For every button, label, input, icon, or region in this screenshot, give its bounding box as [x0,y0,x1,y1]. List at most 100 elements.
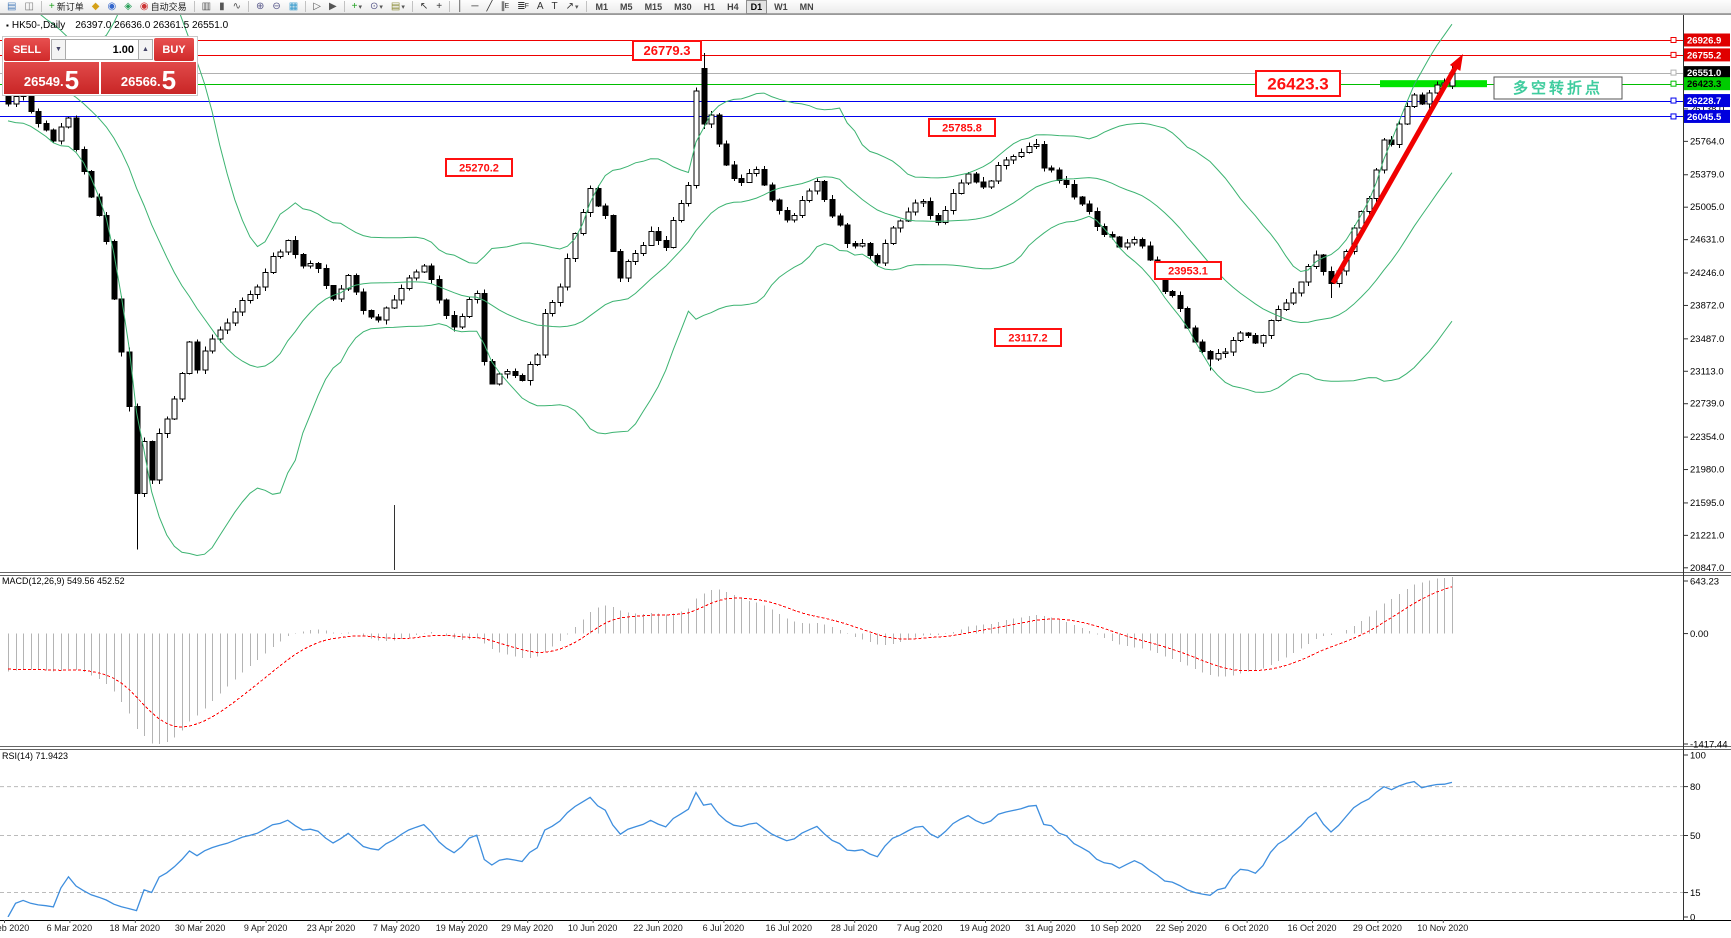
price-tick-label: 26138.0 [1690,104,1724,115]
buy-button[interactable]: BUY [154,38,194,61]
text-tool[interactable]: A [534,0,547,14]
price-callout-box[interactable] [632,40,702,61]
candle-body [209,338,216,352]
candle-body [549,301,556,315]
timeframe-w1-button[interactable]: W1 [774,1,788,12]
timeframe-m15-button[interactable]: M15 [644,1,663,12]
signals-icon[interactable]: ◈ [121,0,135,14]
candle-body [35,111,42,124]
styler-icon[interactable]: ◆ [89,0,103,14]
candle-body [723,143,730,166]
timeframe-m1-button[interactable]: M1 [595,1,609,12]
line-anchor-marker[interactable] [1670,113,1677,120]
templates-button[interactable]: ▤ ▾ [388,0,408,14]
price-callout-box[interactable] [994,328,1062,347]
candle-body [1056,169,1063,182]
candle-body [1434,84,1441,94]
price-callout-box[interactable] [1154,261,1222,280]
indicators-button[interactable]: + ▾ [349,0,365,14]
zoom-in-icon[interactable]: ⊕ [253,0,267,14]
line-anchor-marker[interactable] [1670,80,1677,87]
bollinger-band-line [7,49,1453,368]
horizontal-line-tool[interactable]: ─ [468,0,481,14]
line-anchor-marker[interactable] [1670,37,1677,43]
price-callout-box[interactable] [1255,70,1341,97]
line-anchor-marker[interactable] [1670,69,1677,76]
bar-chart-icon[interactable]: ▥ [199,0,214,14]
candle-body [625,261,632,279]
macd-pane [7,577,1453,744]
vertical-line-tool[interactable]: │ [454,0,466,14]
date-axis-label: 10 Nov 2020 [1417,923,1469,933]
candle-body [980,181,987,188]
bid-price[interactable]: 26549. 5 [4,62,99,94]
timeframe-d1-button[interactable]: D1 [745,0,768,14]
autotrading-button[interactable]: ◉ 自动交易 [137,0,190,14]
candle-body [1003,159,1010,167]
step-forward-icon[interactable]: ▶ [326,0,340,14]
text-label-tool[interactable]: T [549,0,561,14]
strategy-tester-icon[interactable]: ▷ [310,0,324,14]
trend-arrow-head[interactable] [1449,54,1463,71]
price-callout-text: 23117.2 [1008,332,1047,344]
ask-price[interactable]: 26566. 5 [101,62,196,94]
equidistant-channel-tool[interactable]: ∥ E [498,0,513,14]
candle-body [927,201,934,216]
price-tick-label: 23487.0 [1690,334,1724,345]
timeframe-h1-button[interactable]: H1 [703,1,716,12]
tile-windows-icon[interactable]: ▦ [286,0,301,14]
trendline-tool[interactable]: ╱ [483,0,495,14]
sell-button[interactable]: SELL [4,38,50,61]
cursor-tool[interactable]: ↖ [417,0,431,14]
volume-input[interactable] [66,39,138,60]
volume-increase-button[interactable]: ▲ [138,39,153,60]
arrows-tool[interactable]: ↗ ▾ [563,0,582,14]
candle-body [171,398,178,420]
community-icon[interactable]: ◉ [104,0,119,14]
candle-body [262,272,269,288]
timeframe-mn-button[interactable]: MN [799,1,814,12]
main-toolbar: ▤ ◫ + 新订单 ◆ ◉ ◈ ◉ 自动交易 ▥ ▮ ∿ ⊕ ⊖ ▦ ▷ ▶ + ▾ ⊙ ▾ ▤ ▾ ↖ + │ ─ ╱ ∥ E ≣ F A T ↗… [0,0,1731,14]
candle-body [746,173,753,183]
candle-body [406,277,413,289]
autotrading-button-label: 自动交易 [150,2,187,12]
price-callout-box[interactable] [445,158,513,177]
trend-arrow-line[interactable] [1330,63,1460,285]
timeframe-m30-button[interactable]: M30 [674,1,692,12]
profiles-icon[interactable]: ◫ [21,0,36,14]
signals-icon: ◈ [124,0,132,12]
line-anchor-marker[interactable] [1670,51,1677,58]
timeframe-m5-button[interactable]: M5 [620,1,633,12]
line-chart-icon[interactable]: ∿ [230,0,244,14]
candle-body [942,209,949,224]
candle-body [451,314,458,328]
candle-body [1313,254,1320,267]
price-tick-label: 22739.0 [1690,399,1724,410]
axis-price-label: 26755.2 [1687,50,1721,61]
crosshair-tool[interactable]: + [433,0,445,14]
level-lines [0,40,1683,117]
rsi-axis-label: 50 [1690,831,1701,842]
profiles-icon: ◫ [24,0,34,12]
annotation-box[interactable] [1493,76,1623,100]
candle-body [1426,92,1433,105]
volume-decrease-button[interactable]: ▼ [51,39,66,60]
candlestick-chart-icon[interactable]: ▮ [216,0,228,14]
support-zone-bar[interactable] [1380,80,1487,88]
line-anchor-marker[interactable] [1670,97,1677,104]
candle-body [1033,144,1040,147]
periods-button[interactable]: ⊙ ▾ [367,0,386,14]
fibonacci-tool[interactable]: ≣ F [514,0,532,14]
timeframe-h4-button[interactable]: H4 [727,1,739,12]
bollinger-bands [7,15,1453,557]
new-order-button[interactable]: + 新订单 [46,0,87,14]
charts-window-icon[interactable]: ▤ [4,0,19,14]
candle-body [534,354,541,365]
candle-body [738,178,745,183]
date-axis-label: 19 Aug 2020 [959,923,1011,933]
zoom-out-icon[interactable]: ⊖ [269,0,283,14]
candle-body [542,313,549,356]
candle-body [617,250,624,279]
price-callout-box[interactable] [928,118,996,137]
